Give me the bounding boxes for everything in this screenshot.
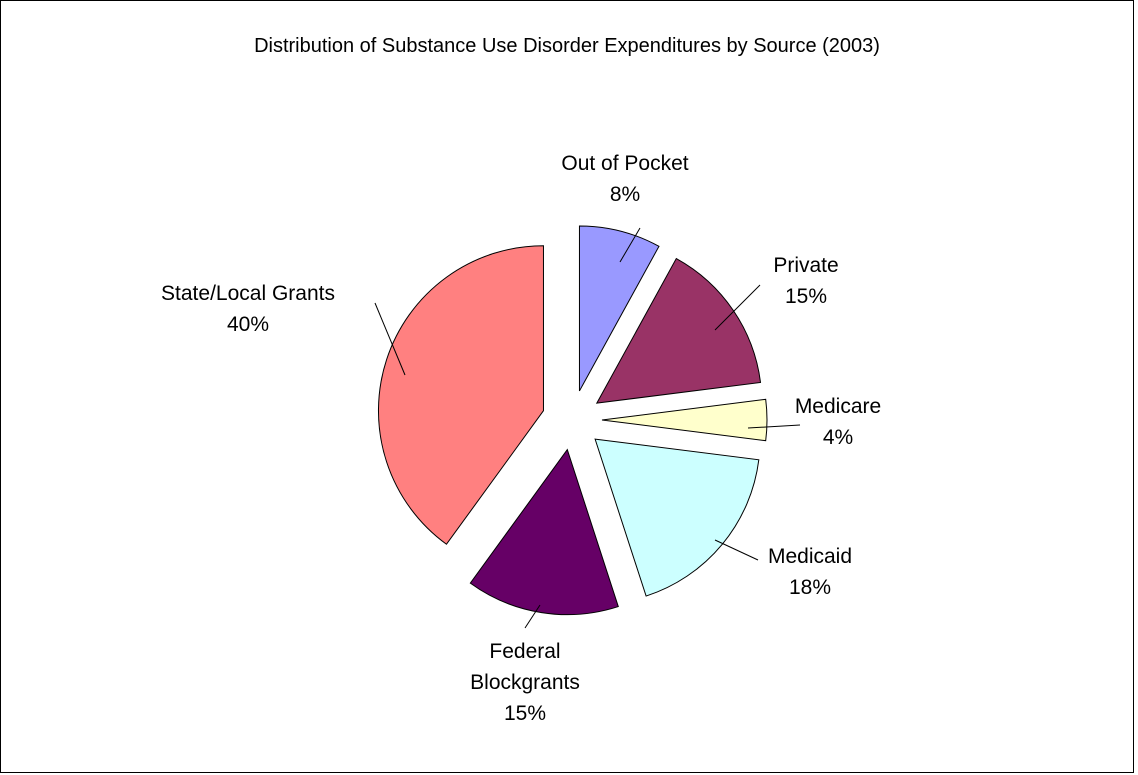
slice-label: Out of Pocket 8% [561, 152, 688, 206]
slice-label: Private 15% [773, 254, 838, 308]
pie-slice-medicaid [594, 438, 760, 597]
pie-slices [378, 225, 768, 616]
pie-slice-state-local-grants [378, 245, 544, 545]
pie-slice-private [595, 257, 762, 404]
leader-line [714, 539, 759, 561]
leader-lines [374, 227, 801, 629]
slice-labels: Out of Pocket 8% Private 15% Medicare 4% Medic… [161, 152, 881, 725]
leader-line [524, 604, 541, 629]
leader-line [374, 302, 406, 376]
pie-slice-out-of-pocket [578, 225, 660, 392]
leader-line [619, 227, 641, 263]
slice-label: State/Local Grants 40% [161, 282, 335, 336]
pie-slice-federal-blockgrants [469, 448, 619, 616]
slice-label: Medicare 4% [795, 395, 881, 449]
chart-title: Distribution of Substance Use Disorder E… [254, 35, 880, 57]
leader-line [714, 284, 761, 331]
slice-label: Medicaid 18% [768, 545, 852, 599]
leader-line [747, 424, 801, 429]
pie-slice-medicare [601, 398, 768, 442]
slice-label: Federal Blockgrants 15% [470, 640, 580, 725]
